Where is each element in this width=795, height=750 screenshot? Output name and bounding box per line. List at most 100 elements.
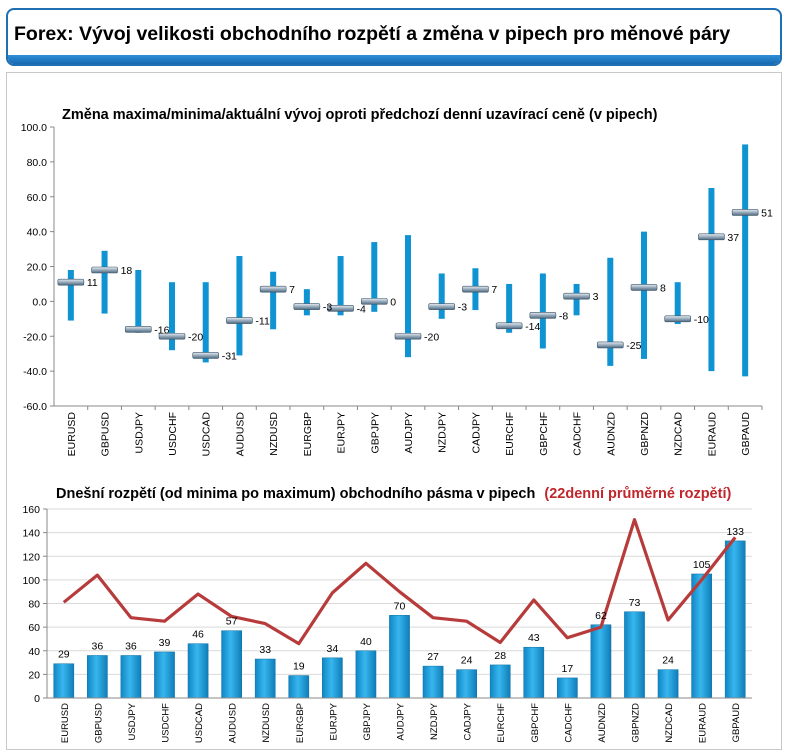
chart1-current-marker xyxy=(462,285,489,293)
chart2-bar xyxy=(624,611,645,699)
chart2-category-label: AUDNZD xyxy=(597,703,608,743)
chart2-data-label: 19 xyxy=(293,661,305,673)
chart2-bar xyxy=(691,573,712,699)
chart2-bar xyxy=(187,643,209,699)
chart2-ytick-label: 120 xyxy=(22,551,40,563)
chart1-category-label: USDCAD xyxy=(201,412,213,457)
chart1-axes: 100.0 80.0 60.0 40.0 20.0 0.0 -20.0 -40.0 -60.0 E… xyxy=(21,122,763,457)
chart2-bars xyxy=(53,540,746,699)
chart1-range-bar xyxy=(101,250,108,314)
chart1-current-marker xyxy=(360,298,388,305)
chart2-bar xyxy=(489,664,511,699)
chart2-title: Dnešní rozpětí (od minima po maximum) ob… xyxy=(56,486,731,502)
chart1-data-label: -3 xyxy=(458,302,467,314)
chart2-ytick-label: 80 xyxy=(28,599,40,611)
chart2-data-label: 34 xyxy=(327,643,339,655)
chart1-data-label: 0 xyxy=(390,296,396,308)
chart2-bar xyxy=(254,658,276,699)
chart1-current-marker xyxy=(428,303,456,310)
chart2-data-label: 70 xyxy=(394,600,406,612)
chart2-bar xyxy=(456,669,477,699)
chart1-data-label: 3 xyxy=(593,291,599,303)
chart1-range-bar xyxy=(539,273,546,349)
chart1-ytick-label: 40.0 xyxy=(27,227,48,239)
chart1-current-marker xyxy=(192,352,220,359)
header-accent-bar xyxy=(8,55,780,64)
chart2-bar xyxy=(523,646,545,699)
chart2-data-label: 24 xyxy=(461,655,473,667)
chart2-bar xyxy=(590,624,612,699)
chart2-ytick-label: 40 xyxy=(28,646,40,658)
chart2-ytick-label: 140 xyxy=(22,528,40,540)
chart1-data-label: 11 xyxy=(87,277,98,289)
chart2-average-line xyxy=(62,518,737,646)
chart2-bar xyxy=(322,657,343,699)
chart2-bar xyxy=(422,665,444,699)
chart2-category-label: GBPAUD xyxy=(731,703,742,743)
chart2-category-label: NZDCAD xyxy=(664,703,675,743)
chart2-bar xyxy=(557,677,578,699)
chart2-category-label: EURUSD xyxy=(60,703,71,743)
chart1-data-label: -31 xyxy=(222,350,237,362)
chart2-category-label: GBPCHF xyxy=(530,703,541,743)
chart1-category-label: NZDJPY xyxy=(437,412,449,453)
chart1-ytick-label: 60.0 xyxy=(27,192,48,204)
chart2-bar xyxy=(288,675,310,699)
chart1-current-marker xyxy=(596,341,624,349)
chart1-data-label: 37 xyxy=(727,232,739,244)
chart1-range-bar xyxy=(708,188,715,372)
chart1-ytick-label: 0.0 xyxy=(32,296,47,308)
header-panel: Forex: Vývoj velikosti obchodního rozpět… xyxy=(6,8,782,66)
chart1-range-bar xyxy=(135,269,142,333)
chart1-category-label: GBPCHF xyxy=(538,412,550,456)
chart2-category-label: USDJPY xyxy=(127,702,138,740)
chart2-category-label: EURAUD xyxy=(698,703,709,743)
chart1-range-bar xyxy=(303,289,310,316)
chart2-category-label: EURGBP xyxy=(295,703,306,743)
chart1-range-bar xyxy=(371,242,378,312)
chart1-data-label: -10 xyxy=(694,314,709,326)
chart2-ytick-label: 100 xyxy=(22,575,40,587)
chart2-title-red: (22denní průměrné rozpětí) xyxy=(544,486,731,502)
chart1-current-marker xyxy=(226,317,253,324)
chart2-axes: 160 140 120 100 80 60 40 20 0 EURUSD GBPUSD USDJPY U… xyxy=(22,504,752,743)
chart2-data-label: 133 xyxy=(726,526,744,538)
chart2-data-label: 46 xyxy=(192,629,204,641)
chart1-data-label: 7 xyxy=(289,284,295,296)
chart1-range-bar xyxy=(236,256,243,356)
chart1-range-bar xyxy=(337,256,344,316)
chart1-data-label: -20 xyxy=(188,331,203,343)
chart2-data-label: 27 xyxy=(427,651,439,663)
chart2-category-label: CADCHF xyxy=(563,703,574,743)
chart1-range-bar xyxy=(641,231,647,359)
chart1-data-label: -16 xyxy=(154,324,169,336)
chart1-range-bar xyxy=(506,283,513,333)
chart2-category-label: AUDUSD xyxy=(228,703,239,743)
chart2-category-label: GBPNZD xyxy=(631,703,642,743)
chart1-range-bar xyxy=(674,282,681,325)
chart1-category-label: EURCHF xyxy=(504,412,516,456)
page-title: Forex: Vývoj velikosti obchodního rozpět… xyxy=(14,23,731,45)
chart2-bar xyxy=(120,655,142,699)
chart2-category-label: USDCAD xyxy=(194,703,205,743)
chart2-bar xyxy=(389,615,410,699)
chart2-data-label: 36 xyxy=(125,640,137,652)
chart1-current-marker xyxy=(698,233,725,241)
chart1-current-marker xyxy=(529,312,557,319)
chart1-category-label: AUDNZD xyxy=(605,412,617,456)
chart1-ytick-label: -40.0 xyxy=(23,366,47,378)
chart2-category-label: NZDUSD xyxy=(261,703,272,743)
chart1-category-label: EURUSD xyxy=(66,412,78,457)
chart1-ytick-label: 100.0 xyxy=(21,122,47,134)
chart1-range-bar xyxy=(67,269,74,321)
chart1-current-marker xyxy=(394,332,422,340)
chart1-current-marker xyxy=(124,325,152,333)
chart1-ytick-label: -20.0 xyxy=(23,331,47,343)
chart1-category-label: NZDCAD xyxy=(673,412,685,456)
chart1-category-label: NZDUSD xyxy=(268,412,280,456)
chart2-data-label: 43 xyxy=(528,632,540,644)
chart2-title-main: Dnešní rozpětí (od minima po maximum) ob… xyxy=(56,486,535,502)
chart1-bars xyxy=(57,144,759,377)
chart1-current-marker xyxy=(327,305,354,312)
